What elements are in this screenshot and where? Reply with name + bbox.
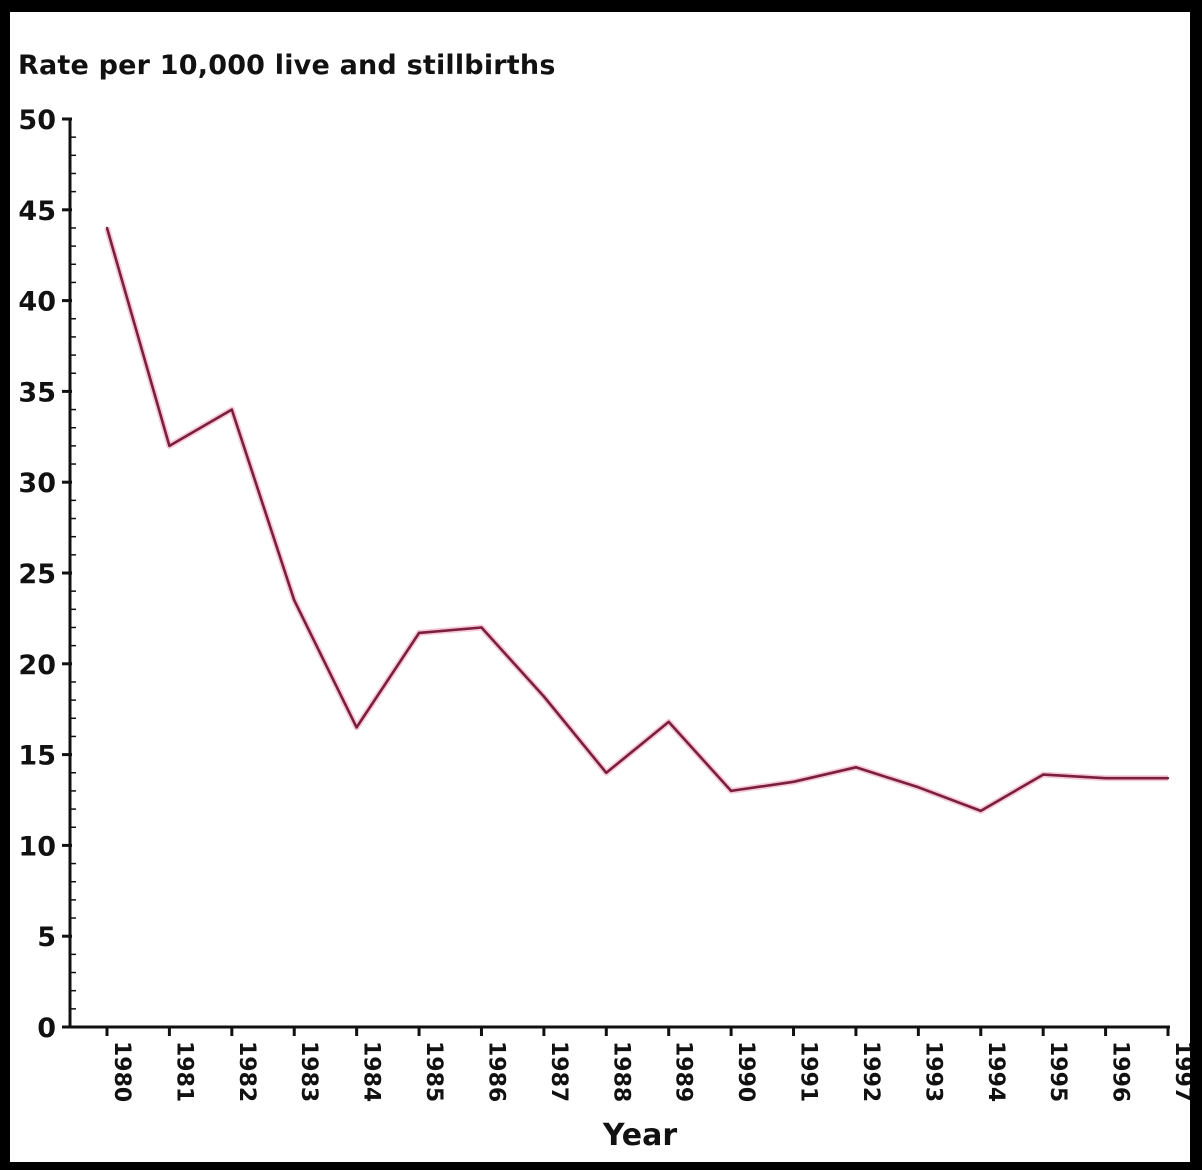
x-tick-label: 1984 bbox=[359, 1041, 384, 1102]
y-tick-label: 45 bbox=[18, 196, 56, 227]
series-layer bbox=[104, 226, 1170, 814]
x-tick-label: 1982 bbox=[234, 1041, 259, 1102]
x-tick-label: 1992 bbox=[858, 1041, 883, 1102]
data-point bbox=[1166, 777, 1170, 780]
data-point bbox=[542, 695, 546, 698]
y-tick-label: 10 bbox=[18, 831, 56, 862]
data-point bbox=[480, 626, 483, 629]
y-axis-title: Rate per 10,000 live and stillbirths bbox=[18, 50, 556, 81]
data-point bbox=[1041, 773, 1045, 776]
data-point bbox=[417, 631, 421, 635]
chart-frame: Rate per 10,000 live and stillbirths 0 5 1… bbox=[10, 12, 1190, 1162]
series-line-glow bbox=[104, 227, 1168, 814]
data-point bbox=[230, 408, 234, 411]
data-point bbox=[792, 780, 795, 784]
data-point bbox=[729, 789, 733, 793]
y-tick-label: 15 bbox=[18, 741, 56, 772]
x-axis-title: Year bbox=[602, 1118, 678, 1153]
series-line bbox=[105, 227, 1168, 813]
x-tick-label: 1996 bbox=[1108, 1041, 1133, 1102]
y-tick-label: 25 bbox=[18, 559, 56, 590]
data-point bbox=[293, 599, 296, 602]
x-tick-label: 1981 bbox=[171, 1041, 196, 1102]
y-tick-label: 20 bbox=[18, 650, 56, 681]
data-point bbox=[917, 786, 920, 789]
x-tick-label: 1991 bbox=[796, 1041, 821, 1102]
x-tick-label: 1983 bbox=[296, 1041, 321, 1102]
data-point bbox=[979, 809, 982, 813]
y-tick-label: 35 bbox=[18, 377, 56, 408]
x-tick-label: 1988 bbox=[608, 1041, 633, 1102]
x-tick-label: 1985 bbox=[421, 1041, 446, 1102]
data-point bbox=[667, 720, 670, 724]
x-tick-label: 1987 bbox=[546, 1041, 571, 1102]
x-tick-label: 1993 bbox=[920, 1041, 945, 1102]
data-point bbox=[168, 444, 171, 448]
data-point bbox=[605, 771, 608, 774]
x-tick-label: 1994 bbox=[983, 1041, 1008, 1102]
y-tick-label: 5 bbox=[37, 922, 56, 953]
y-tick-label: 0 bbox=[37, 1013, 56, 1044]
x-tick-label: 1990 bbox=[733, 1041, 758, 1102]
y-tick-label: 30 bbox=[18, 468, 56, 499]
x-tick-label: 1995 bbox=[1045, 1041, 1070, 1102]
axes bbox=[68, 119, 1170, 1029]
data-point bbox=[355, 726, 358, 729]
data-point bbox=[854, 766, 858, 769]
y-ticks: 0 5 10 15 20 25 30 35 40 45 50 bbox=[18, 105, 76, 1044]
x-tick-label: 1980 bbox=[109, 1041, 134, 1102]
x-tick-label: 1986 bbox=[483, 1041, 508, 1102]
x-tick-label: 1997 bbox=[1170, 1041, 1190, 1102]
data-point bbox=[1104, 777, 1107, 780]
y-tick-label: 40 bbox=[18, 287, 56, 318]
x-tick-label: 1989 bbox=[671, 1041, 696, 1102]
data-point bbox=[105, 226, 109, 230]
x-ticks: 1980 1981 1982 1983 1984 1985 1986 1987 1988 1989… bbox=[105, 1027, 1190, 1102]
y-tick-label: 50 bbox=[18, 105, 56, 136]
